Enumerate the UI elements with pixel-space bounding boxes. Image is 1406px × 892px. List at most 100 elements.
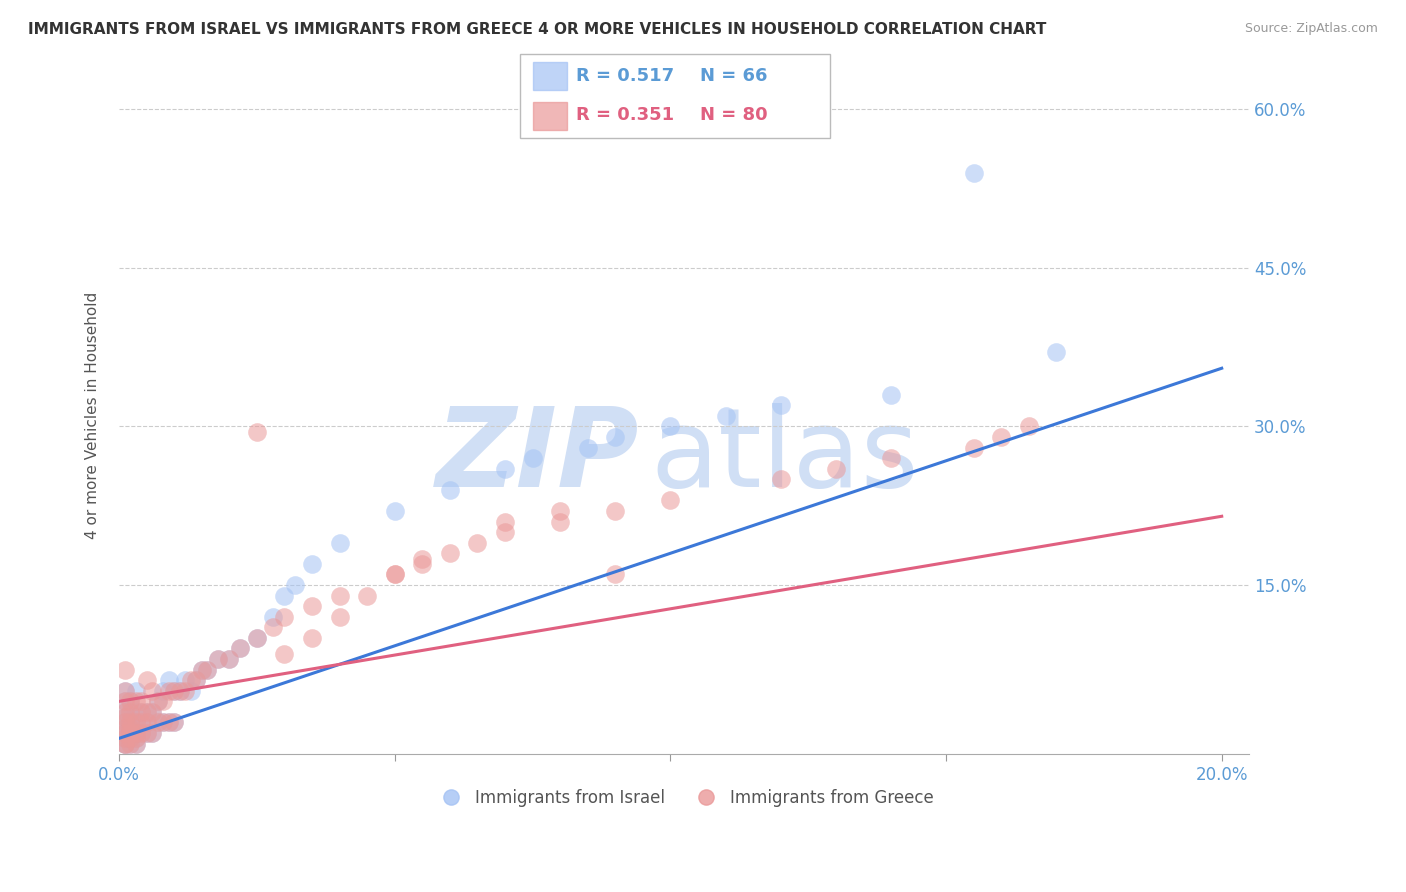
Point [207, 652, 229, 666]
Point [114, 737, 136, 751]
Point [157, 715, 180, 730]
Point [301, 631, 323, 645]
Point [824, 461, 846, 475]
Point [129, 726, 152, 740]
Point [195, 663, 218, 677]
Point [229, 641, 252, 656]
Text: ZIP: ZIP [436, 403, 638, 510]
Point [129, 705, 152, 719]
Point [135, 673, 157, 688]
Text: N = 80: N = 80 [700, 106, 768, 124]
Point [124, 694, 146, 708]
Point [124, 683, 146, 698]
Point [152, 694, 174, 708]
Point [439, 546, 461, 560]
Point [605, 504, 627, 518]
Point [114, 715, 136, 730]
Point [135, 726, 157, 740]
Point [262, 609, 284, 624]
Point [114, 726, 136, 740]
Point [284, 578, 307, 592]
Point [120, 731, 142, 746]
Point [880, 451, 903, 466]
Point [135, 715, 157, 730]
Point [174, 673, 197, 688]
Point [124, 715, 146, 730]
Point [207, 652, 229, 666]
Point [120, 694, 142, 708]
Point [246, 631, 269, 645]
Point [180, 673, 202, 688]
Point [129, 726, 152, 740]
Text: N = 66: N = 66 [700, 68, 768, 86]
Point [769, 398, 792, 412]
Point [146, 715, 169, 730]
Point [384, 567, 406, 582]
Point [152, 683, 174, 698]
Point [152, 715, 174, 730]
Point [120, 726, 142, 740]
Point [141, 726, 163, 740]
Point [141, 683, 163, 698]
Point [548, 504, 571, 518]
Point [120, 705, 142, 719]
Point [135, 715, 157, 730]
Point [114, 737, 136, 751]
Point [195, 663, 218, 677]
Point [439, 483, 461, 497]
Text: IMMIGRANTS FROM ISRAEL VS IMMIGRANTS FROM GREECE 4 OR MORE VEHICLES IN HOUSEHOLD: IMMIGRANTS FROM ISRAEL VS IMMIGRANTS FRO… [28, 22, 1046, 37]
Point [1045, 345, 1067, 359]
Point [146, 694, 169, 708]
Point [163, 683, 186, 698]
Point [114, 683, 136, 698]
Point [141, 726, 163, 740]
Point [301, 599, 323, 614]
Point [880, 387, 903, 401]
Point [273, 647, 295, 661]
Point [124, 731, 146, 746]
Point [146, 715, 169, 730]
Point [114, 705, 136, 719]
Point [114, 737, 136, 751]
Point [186, 673, 208, 688]
Point [114, 705, 136, 719]
Point [411, 557, 433, 571]
Point [605, 567, 627, 582]
Point [114, 731, 136, 746]
Point [962, 166, 984, 180]
Point [120, 721, 142, 735]
Point [273, 609, 295, 624]
FancyBboxPatch shape [520, 54, 830, 138]
Point [114, 710, 136, 724]
Text: Source: ZipAtlas.com: Source: ZipAtlas.com [1244, 22, 1378, 36]
Point [129, 694, 152, 708]
Point [114, 663, 136, 677]
Point [494, 515, 516, 529]
Point [180, 683, 202, 698]
Point [186, 673, 208, 688]
Point [329, 535, 352, 549]
Y-axis label: 4 or more Vehicles in Household: 4 or more Vehicles in Household [86, 293, 100, 540]
Point [169, 683, 191, 698]
Point [124, 705, 146, 719]
Point [356, 589, 378, 603]
Point [659, 419, 682, 434]
Point [494, 525, 516, 540]
Point [246, 425, 269, 439]
Point [135, 705, 157, 719]
Point [163, 715, 186, 730]
Bar [533, 62, 567, 90]
Point [129, 705, 152, 719]
Point [218, 652, 240, 666]
Point [714, 409, 737, 423]
Point [169, 683, 191, 698]
Point [135, 705, 157, 719]
Point [467, 535, 489, 549]
Point [301, 557, 323, 571]
Point [576, 441, 599, 455]
Point [190, 663, 212, 677]
Text: R = 0.517: R = 0.517 [576, 68, 673, 86]
Point [246, 631, 269, 645]
Point [962, 441, 984, 455]
Point [124, 731, 146, 746]
